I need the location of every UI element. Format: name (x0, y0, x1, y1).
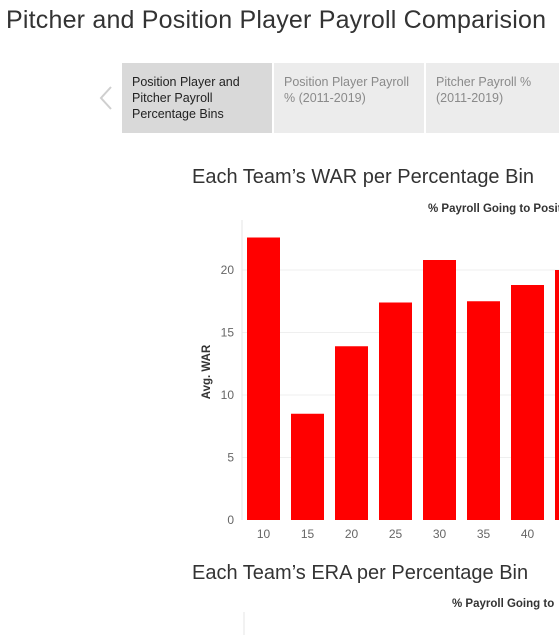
story-point-pitcher-payroll[interactable]: Pitcher Payroll % (2011-2019) (426, 63, 559, 133)
bar-10 (247, 237, 280, 520)
bar-40 (511, 285, 544, 520)
story-navigator: Position Player and Pitcher Payroll Perc… (92, 63, 559, 133)
story-point-label: Position Player Payroll % (2011-2019) (284, 75, 410, 105)
x-tick-label: 40 (521, 527, 535, 541)
x-tick-label: 35 (477, 527, 491, 541)
bar-45 (555, 270, 559, 520)
story-point-position-player-payroll[interactable]: Position Player Payroll % (2011-2019) (274, 63, 424, 133)
page-title: Pitcher and Position Player Payroll Comp… (6, 6, 547, 34)
bar-30 (423, 260, 456, 520)
story-point-label: Position Player and Pitcher Payroll Perc… (132, 75, 240, 121)
x-tick-label: 15 (301, 527, 315, 541)
era-chart-title: Each Team’s ERA per Percentage Bin (192, 562, 529, 584)
previous-story-point-button[interactable] (92, 63, 120, 133)
bar-20 (335, 346, 368, 520)
y-axis-title: Avg. WAR (201, 344, 213, 399)
era-column-header: % Payroll Going to (452, 598, 555, 610)
y-tick-label: 15 (221, 326, 235, 340)
chevron-left-icon (99, 86, 112, 110)
y-tick-label: 20 (221, 263, 235, 277)
x-tick-label: 10 (257, 527, 271, 541)
x-tick-label: 20 (345, 527, 359, 541)
y-tick-label: 5 (227, 451, 234, 465)
story-point-bins[interactable]: Position Player and Pitcher Payroll Perc… (122, 63, 272, 133)
bar-15 (291, 413, 324, 520)
y-tick-label: 10 (221, 388, 235, 402)
x-tick-label: 30 (433, 527, 447, 541)
bar-35 (467, 301, 500, 520)
x-tick-label: 25 (389, 527, 403, 541)
war-chart-title: Each Team’s WAR per Percentage Bin (192, 166, 535, 188)
war-column-header: % Payroll Going to Posit (428, 203, 559, 215)
story-point-label: Pitcher Payroll % (2011-2019) (436, 75, 532, 105)
bar-25 (379, 302, 412, 520)
y-tick-label: 0 (227, 513, 234, 527)
